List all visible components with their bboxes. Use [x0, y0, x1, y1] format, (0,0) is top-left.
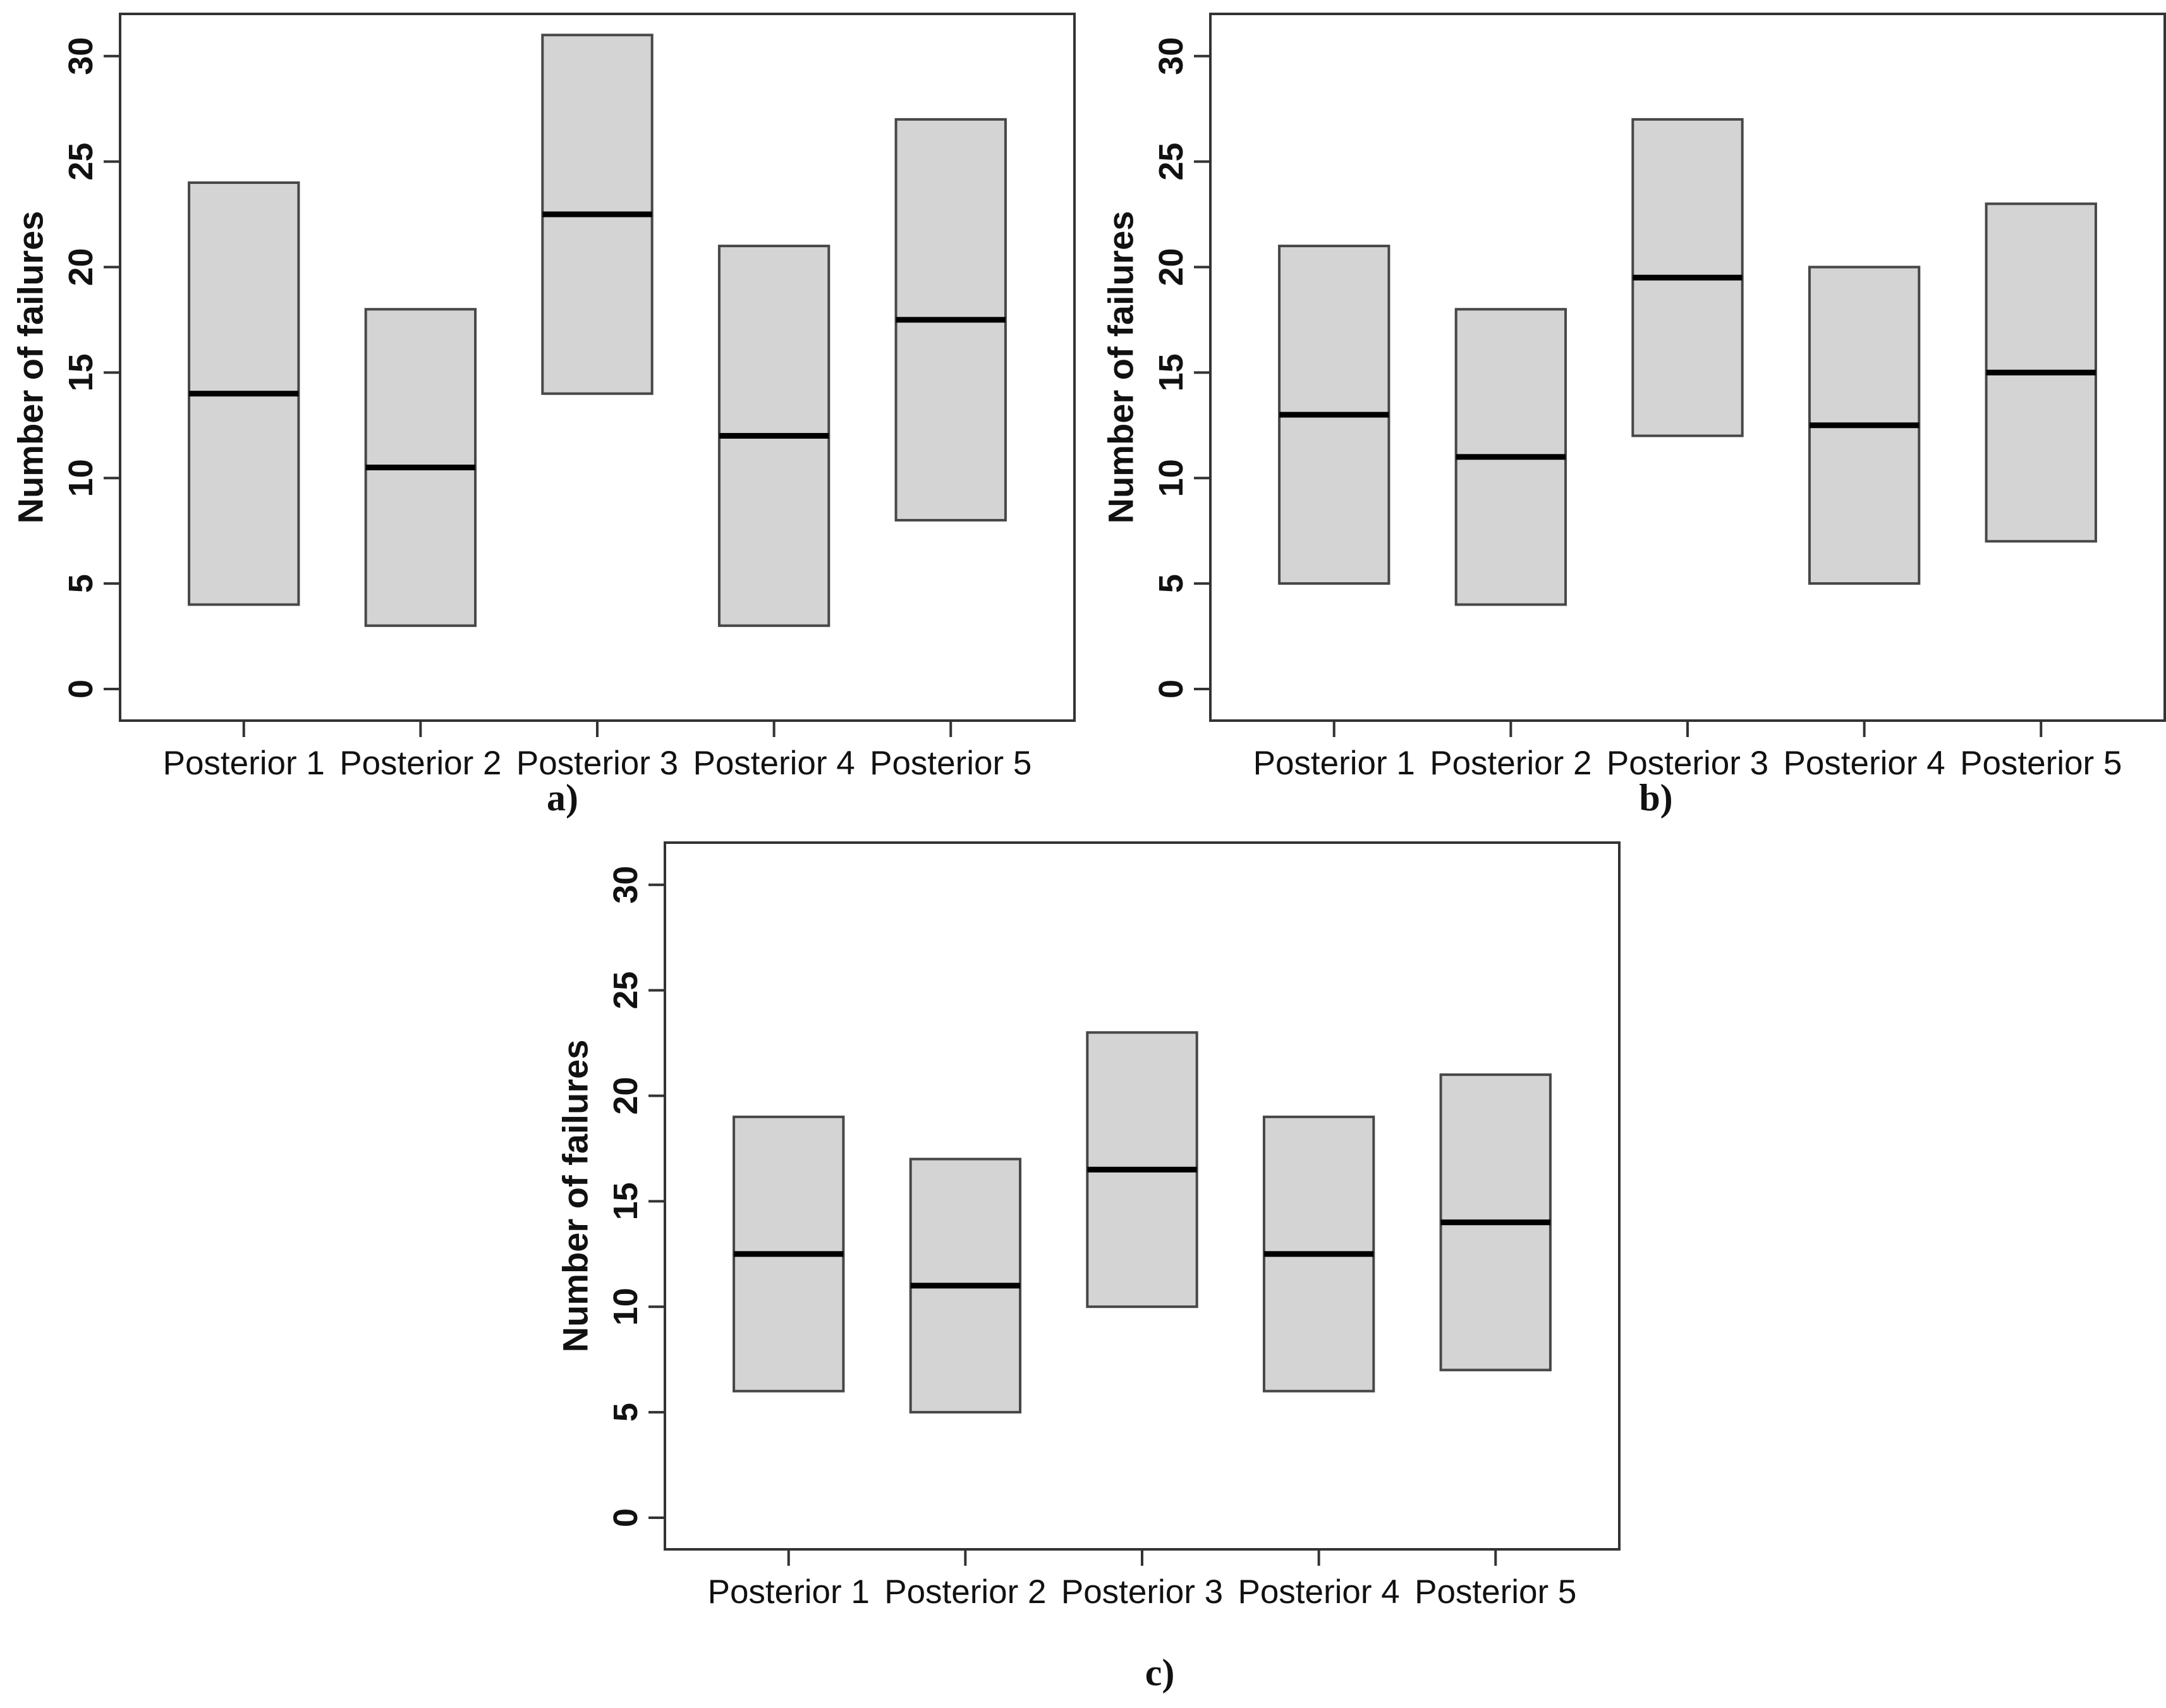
x-category-label: Posterior 2 — [339, 745, 501, 782]
y-tick-label: 10 — [62, 459, 100, 497]
y-tick-label: 5 — [1152, 574, 1190, 593]
x-category-label: Posterior 2 — [1430, 745, 1591, 782]
y-axis-title: Number of failures — [1101, 211, 1141, 524]
boxplot-panel-b: 0 5 10 15 20 25 30 Number of failures Posterior … — [1079, 0, 2166, 828]
box-median-line — [719, 432, 829, 439]
x-category-label: Posterior 3 — [1061, 1573, 1223, 1611]
y-tick-label: 20 — [1152, 248, 1190, 286]
box-median-line — [1087, 1166, 1197, 1173]
x-category-label: Posterior 1 — [708, 1573, 870, 1611]
panel-label: b) — [1639, 777, 1672, 819]
y-tick-label: 0 — [62, 680, 100, 698]
y-tick-label: 15 — [607, 1182, 645, 1220]
box-median-line — [1456, 454, 1566, 460]
x-category-label: Posterior 5 — [1960, 745, 2122, 782]
box-median-line — [1263, 1251, 1374, 1257]
x-category-label: Posterior 1 — [163, 745, 325, 782]
panel-label: c) — [1145, 1652, 1175, 1693]
y-tick-label: 30 — [607, 866, 645, 904]
y-tick-label: 5 — [62, 574, 100, 593]
panel-label: a) — [547, 777, 578, 819]
box-median-line — [1809, 422, 1920, 429]
boxplot-panel-c: 0 5 10 15 20 25 30 Number of failures Posterior … — [545, 829, 1632, 1708]
y-tick-label: 5 — [607, 1403, 645, 1422]
y-tick-label: 0 — [1152, 680, 1190, 698]
y-axis-title: Number of failures — [11, 211, 51, 524]
x-category-label: Posterior 4 — [1238, 1573, 1399, 1611]
x-category-label: Posterior 3 — [516, 745, 678, 782]
y-axis-title: Number of failures — [556, 1040, 595, 1353]
y-tick-label: 10 — [1152, 459, 1190, 497]
x-category-label: Posterior 4 — [693, 745, 855, 782]
x-category-label: Posterior 3 — [1607, 745, 1768, 782]
box-median-line — [365, 465, 476, 471]
y-tick-label: 15 — [62, 353, 100, 391]
boxplot-panel-a: 0 5 10 15 20 25 30 Number of failures Posterior … — [0, 0, 1087, 828]
boxplot-chart-c: 0 5 10 15 20 25 30 Number of failures Posterior … — [556, 841, 1621, 1693]
x-category-label: Posterior 5 — [1415, 1573, 1576, 1611]
x-category-label: Posterior 4 — [1783, 745, 1945, 782]
y-tick-label: 20 — [62, 248, 100, 286]
y-tick-label: 25 — [607, 972, 645, 1010]
y-tick-label: 0 — [607, 1508, 645, 1527]
y-tick-label: 20 — [607, 1077, 645, 1114]
box-median-line — [189, 391, 299, 397]
y-tick-label: 30 — [1152, 37, 1190, 75]
box-median-line — [910, 1283, 1021, 1289]
x-category-label: Posterior 1 — [1253, 745, 1415, 782]
y-tick-label: 25 — [1152, 143, 1190, 181]
box-median-line — [1633, 274, 1743, 281]
y-tick-label: 15 — [1152, 353, 1190, 391]
box-median-line — [542, 211, 652, 217]
box-median-line — [896, 317, 1006, 323]
box-median-line — [1986, 369, 2096, 375]
box-median-line — [1279, 412, 1389, 418]
boxplot-chart-a: 0 5 10 15 20 25 30 Number of failures Posterior … — [11, 13, 1076, 819]
x-category-label: Posterior 5 — [870, 745, 1031, 782]
y-tick-label: 25 — [62, 143, 100, 181]
y-tick-label: 10 — [607, 1288, 645, 1326]
box-median-line — [1440, 1219, 1550, 1226]
y-tick-label: 30 — [62, 37, 100, 75]
boxplot-chart-b: 0 5 10 15 20 25 30 Number of failures Posterior … — [1101, 13, 2166, 819]
box-median-line — [734, 1251, 844, 1257]
x-category-label: Posterior 2 — [884, 1573, 1046, 1611]
